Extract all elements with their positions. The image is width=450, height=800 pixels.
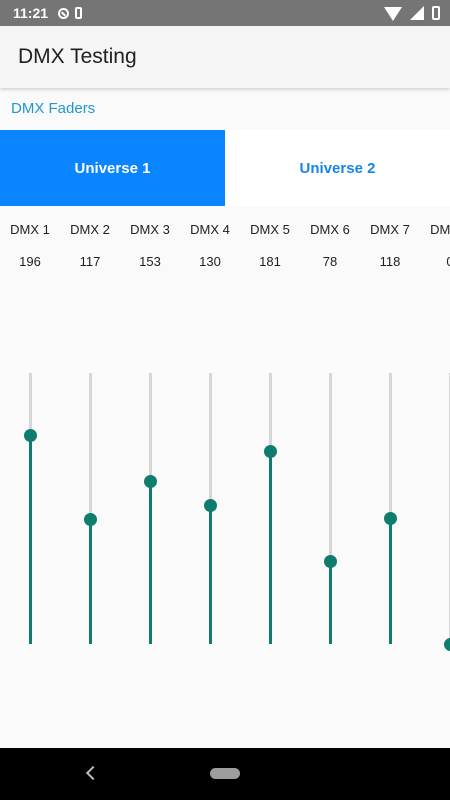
fader-fill	[209, 505, 212, 644]
fader-fill	[29, 435, 32, 644]
channel-label: DMX 2	[70, 222, 110, 237]
sim-card-icon	[75, 7, 83, 19]
dmx-channel-6: DMX 6 78	[300, 206, 360, 748]
channel-value: 118	[379, 254, 401, 269]
channel-value: 196	[19, 254, 41, 269]
status-left-icons	[58, 7, 83, 19]
status-bar: 11:21	[0, 0, 450, 26]
status-right-icons	[384, 5, 440, 21]
fader-thumb[interactable]	[24, 429, 37, 443]
battery-icon	[432, 6, 440, 20]
dmx-channel-4: DMX 4 130	[180, 206, 240, 748]
channel-label: DMX 1	[10, 222, 50, 237]
fader-track[interactable]	[389, 373, 392, 644]
channel-label: DMX 8	[430, 222, 450, 237]
section-label: DMX Faders	[11, 100, 96, 117]
do-not-disturb-icon	[58, 7, 70, 19]
channel-value: 78	[322, 254, 338, 269]
navigation-bar	[0, 748, 450, 800]
fader-fill	[329, 561, 332, 644]
channel-label: DMX 6	[310, 222, 350, 237]
fader-fill	[269, 451, 272, 644]
wifi-icon	[384, 7, 402, 21]
fader-fill	[149, 481, 152, 644]
tab-universe-2[interactable]: Universe 2	[225, 130, 450, 206]
dmx-fader-list: DMX 1 196 DMX 2 117 DMX 3 153 DMX 4 130 DMX 5 181…	[0, 206, 450, 748]
fader-fill	[389, 518, 392, 644]
dmx-channel-5: DMX 5 181	[240, 206, 300, 748]
fader-thumb[interactable]	[444, 637, 450, 651]
fader-thumb[interactable]	[84, 513, 97, 527]
tab-universe-1[interactable]: Universe 1	[0, 130, 225, 206]
channel-label: DMX 4	[190, 222, 230, 237]
fader-fill	[89, 519, 92, 644]
dmx-channel-2: DMX 2 117	[60, 206, 120, 748]
channel-label: DMX 3	[130, 222, 170, 237]
app-bar: DMX Testing	[0, 26, 450, 88]
universe-tabs: Universe 1 Universe 2	[0, 130, 450, 206]
channel-label: DMX 5	[250, 222, 290, 237]
dmx-channel-1: DMX 1 196	[0, 206, 60, 748]
back-icon[interactable]	[85, 765, 101, 781]
fader-thumb[interactable]	[144, 474, 157, 488]
channel-label: DMX 7	[370, 222, 410, 237]
channel-value: 130	[199, 254, 221, 269]
fader-thumb[interactable]	[324, 554, 337, 568]
fader-thumb[interactable]	[204, 499, 217, 513]
home-icon[interactable]	[210, 768, 240, 779]
channel-value: 117	[79, 254, 101, 269]
status-time: 11:21	[13, 5, 49, 21]
fader-thumb[interactable]	[384, 512, 397, 526]
app-title: DMX Testing	[18, 45, 137, 68]
channel-value: 153	[139, 254, 161, 269]
dmx-channel-8: DMX 8 0	[420, 206, 450, 748]
fader-track[interactable]	[89, 373, 92, 644]
dmx-channel-7: DMX 7 118	[360, 206, 420, 748]
cell-signal-icon	[410, 6, 424, 20]
channel-value: 0	[446, 254, 450, 269]
channel-value: 181	[259, 254, 281, 269]
fader-track[interactable]	[329, 373, 332, 644]
fader-thumb[interactable]	[264, 445, 277, 459]
dmx-channel-3: DMX 3 153	[120, 206, 180, 748]
